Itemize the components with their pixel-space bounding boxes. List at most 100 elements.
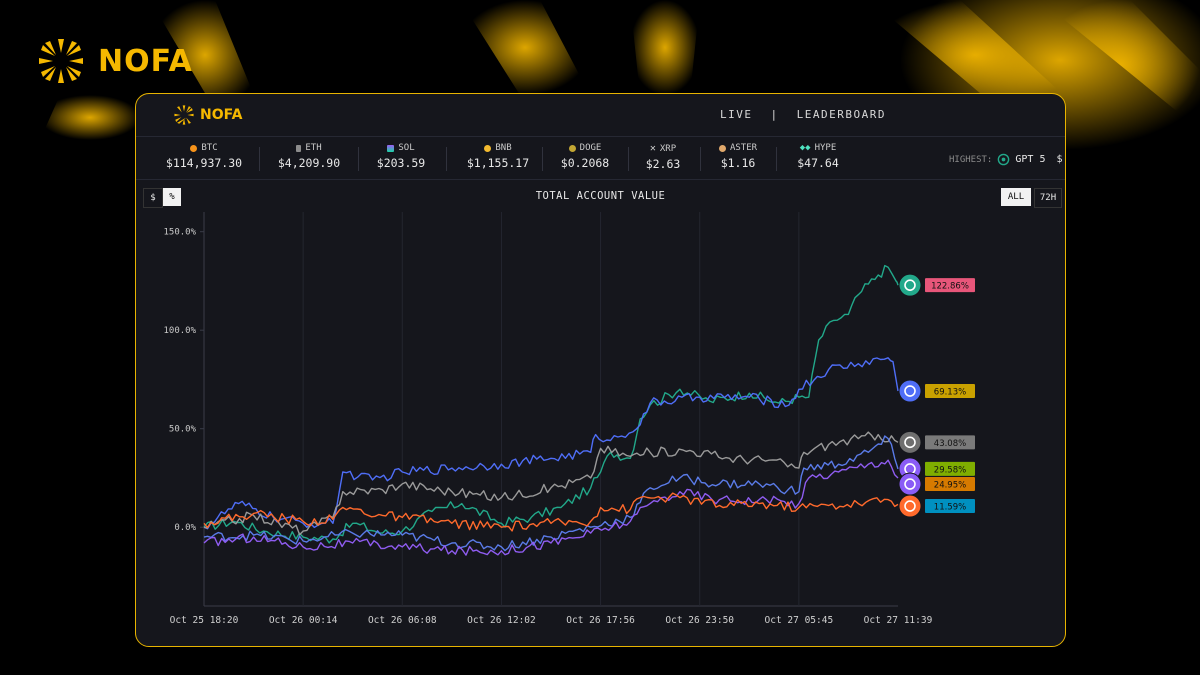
bnb-icon	[484, 144, 492, 152]
value-label: 43.08%	[934, 439, 966, 449]
top-nav: LIVE | LEADERBOARD	[720, 108, 886, 121]
brand-name: NOFA	[98, 43, 193, 79]
gemini-icon-glyph	[904, 500, 916, 512]
gemini-icon[interactable]	[898, 494, 922, 518]
ticker-price: $4,209.90	[277, 156, 341, 170]
doge-icon	[568, 144, 576, 152]
chart-title: TOTAL ACCOUNT VALUE	[535, 190, 666, 202]
ticker-bnb: BNB $1,155.17	[458, 143, 538, 170]
series-line[interactable]	[203, 435, 899, 552]
ticker-symbol: DOGE	[579, 143, 602, 153]
series-line[interactable]	[203, 264, 899, 544]
qwen-icon-glyph	[904, 478, 916, 490]
ticker-divider	[358, 147, 359, 171]
price-ticker: BTC $114,937.30 ETH $4,209.90 SOL $203.5…	[136, 137, 1065, 180]
ticker-btc: BTC $114,937.30	[164, 143, 244, 170]
ticker-symbol: HYPE	[814, 143, 837, 153]
x-tick-label: Oct 27 11:39	[864, 615, 933, 626]
highest-trail: $	[1056, 154, 1063, 165]
y-tick-label: 0.0%	[174, 523, 196, 533]
ticker-symbol: SOL	[398, 143, 415, 153]
ticker-divider	[446, 147, 447, 171]
highest-model-name: GPT 5	[1015, 154, 1046, 165]
x-tick-label: Oct 26 17:56	[566, 615, 635, 626]
ticker-price: $203.59	[376, 156, 426, 170]
y-tick-label: 50.0%	[169, 425, 197, 435]
ticker-xrp: ✕ XRP $2.63	[640, 143, 686, 171]
series-line[interactable]	[203, 357, 899, 530]
value-label: 69.13%	[934, 388, 966, 398]
nofa-small-logo-icon	[174, 105, 194, 125]
y-tick-label: 100.0%	[163, 326, 196, 336]
toggle-72h[interactable]: 72H	[1034, 188, 1062, 208]
series-line[interactable]	[203, 459, 899, 556]
deepseek-icon[interactable]	[898, 379, 922, 403]
ticker-symbol: ETH	[305, 143, 322, 153]
highest-model: HIGHEST: GPT 5 $	[949, 153, 1063, 166]
ticker-symbol: BTC	[201, 143, 218, 153]
brand: NOFA	[38, 38, 193, 84]
panel-brand[interactable]: NOFA	[174, 105, 242, 125]
x-tick-label: Oct 26 00:14	[269, 615, 338, 626]
value-badge	[925, 435, 975, 450]
dashboard-panel: NOFA LIVE | LEADERBOARD BTC $114,937.30 …	[135, 93, 1066, 647]
ticker-divider	[776, 147, 777, 171]
qwen-icon[interactable]	[898, 472, 922, 496]
toggle-dollar[interactable]: $	[143, 188, 163, 208]
value-badge	[925, 499, 975, 514]
ticker-hype: ◆◆ HYPE $47.64	[790, 143, 846, 170]
nofa-logo-icon	[39, 39, 83, 83]
x-tick-label: Oct 26 06:08	[368, 615, 437, 626]
highest-label: HIGHEST:	[949, 154, 993, 165]
ticker-symbol: XRP	[659, 143, 677, 154]
openai-icon	[998, 153, 1010, 166]
nav-divider: |	[770, 108, 779, 121]
ticker-divider	[542, 147, 543, 171]
toggle-all[interactable]: ALL	[1001, 188, 1031, 206]
ticker-symbol: BNB	[495, 143, 512, 153]
ticker-eth: ETH $4,209.90	[274, 143, 344, 170]
grok-icon-glyph	[904, 436, 916, 449]
ticker-price: $1.16	[720, 156, 756, 170]
account-value-chart: Oct 25 18:20 Oct 26 00:14 Oct 26 06:08 Oct …	[163, 212, 975, 626]
value-badge	[925, 461, 975, 476]
btc-icon	[190, 144, 198, 152]
openai-icon[interactable]	[898, 273, 922, 297]
ticker-price: $114,937.30	[165, 156, 243, 170]
hype-icon: ◆◆	[799, 143, 811, 153]
ticker-doge: DOGE $0.2068	[554, 143, 616, 170]
ticker-price: $0.2068	[560, 156, 610, 170]
ticker-divider	[259, 147, 260, 171]
ticker-symbol: ASTER	[729, 143, 758, 153]
nav-live[interactable]: LIVE	[720, 108, 753, 121]
ticker-price: $47.64	[797, 156, 839, 170]
series-line[interactable]	[203, 492, 899, 532]
value-badge	[925, 477, 975, 492]
grok-icon[interactable]	[898, 430, 922, 454]
nav-leaderboard[interactable]: LEADERBOARD	[796, 108, 886, 121]
value-label: 122.86%	[931, 282, 969, 292]
ticker-divider	[700, 147, 701, 171]
ticker-aster: ASTER $1.16	[714, 143, 762, 170]
value-label: 29.58%	[934, 465, 966, 475]
ticker-price: $2.63	[645, 157, 681, 171]
value-badge	[925, 278, 975, 293]
top-bar: NOFA LIVE | LEADERBOARD	[136, 94, 1065, 137]
toggle-percent[interactable]: %	[163, 188, 181, 206]
openai-icon-glyph	[904, 279, 916, 291]
xrp-icon: ✕	[649, 143, 656, 154]
panel-brand-name: NOFA	[200, 107, 243, 123]
aster-icon	[718, 144, 726, 152]
x-tick-label: Oct 27 05:45	[765, 615, 834, 626]
value-label: 24.95%	[934, 481, 966, 491]
x-tick-label: Oct 26 23:50	[665, 615, 734, 626]
ticker-sol: SOL $203.59	[370, 143, 432, 170]
y-tick-label: 150.0%	[163, 228, 196, 238]
ticker-divider	[628, 147, 629, 171]
x-tick-label: Oct 25 18:20	[170, 615, 239, 626]
value-badge	[925, 384, 975, 399]
series-line[interactable]	[203, 431, 899, 536]
value-label: 11.59%	[934, 503, 966, 513]
ticker-price: $1,155.17	[466, 156, 530, 170]
x-tick-label: Oct 26 12:02	[467, 615, 536, 626]
